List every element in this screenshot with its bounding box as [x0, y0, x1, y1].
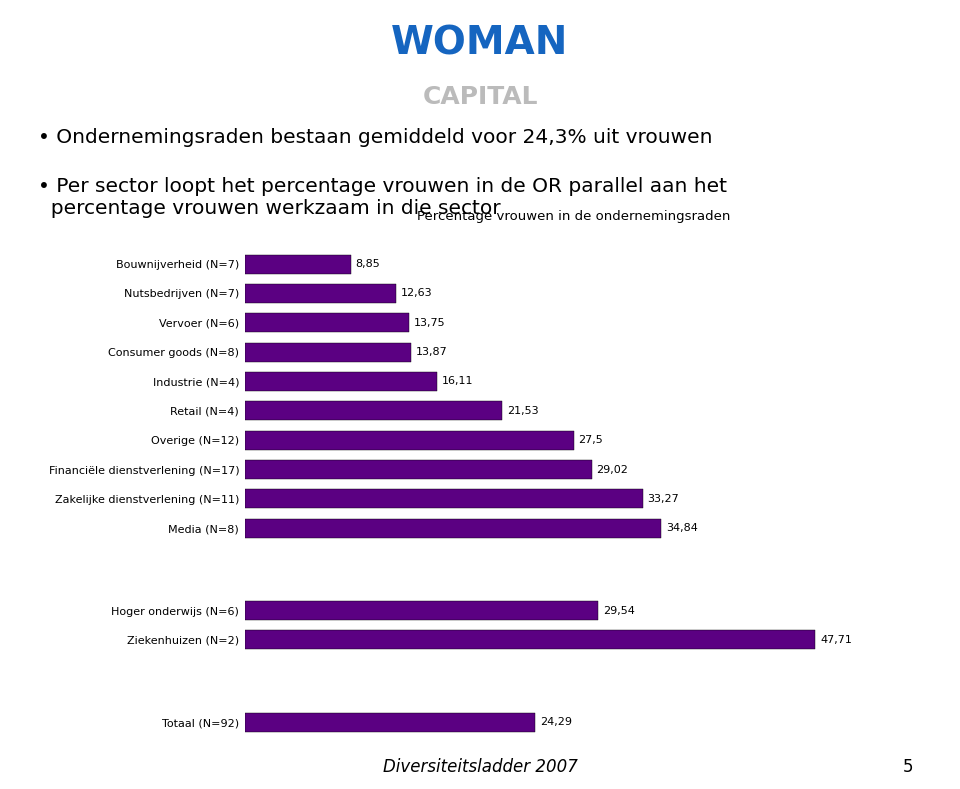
Text: 27,5: 27,5 — [578, 436, 603, 445]
Bar — [245, 712, 536, 731]
Bar — [245, 460, 591, 479]
Text: WOMAN: WOMAN — [392, 24, 568, 62]
Bar — [245, 431, 574, 450]
Text: 5: 5 — [902, 758, 913, 776]
Text: • Ondernemingsraden bestaan gemiddeld voor 24,3% uit vrouwen: • Ondernemingsraden bestaan gemiddeld vo… — [37, 129, 712, 148]
Title: Percentage vrouwen in de ondernemingsraden: Percentage vrouwen in de ondernemingsrad… — [417, 211, 731, 223]
Text: 8,85: 8,85 — [355, 259, 380, 269]
Bar — [245, 342, 411, 361]
Text: 16,11: 16,11 — [443, 376, 473, 387]
Bar — [245, 630, 815, 649]
Text: 13,75: 13,75 — [414, 318, 445, 327]
Bar — [245, 601, 598, 620]
Bar — [245, 519, 661, 538]
Text: 21,53: 21,53 — [507, 406, 539, 416]
Text: 24,29: 24,29 — [540, 717, 572, 727]
Bar — [245, 255, 350, 274]
Text: 12,63: 12,63 — [400, 289, 432, 298]
Text: 34,84: 34,84 — [666, 523, 698, 533]
Text: 33,27: 33,27 — [647, 494, 679, 504]
Text: • Per sector loopt het percentage vrouwen in de OR parallel aan het
  percentage: • Per sector loopt het percentage vrouwe… — [37, 177, 727, 218]
Text: 29,54: 29,54 — [603, 605, 635, 615]
Bar — [245, 313, 409, 332]
Text: 29,02: 29,02 — [596, 465, 629, 475]
Text: CAPITAL: CAPITAL — [422, 84, 538, 109]
Bar — [245, 402, 502, 421]
Bar — [245, 372, 438, 391]
Text: 47,71: 47,71 — [820, 635, 852, 645]
Text: Diversiteitsladder 2007: Diversiteitsladder 2007 — [383, 758, 577, 776]
Bar — [245, 489, 642, 508]
Bar — [245, 284, 396, 303]
Text: 13,87: 13,87 — [416, 347, 447, 357]
